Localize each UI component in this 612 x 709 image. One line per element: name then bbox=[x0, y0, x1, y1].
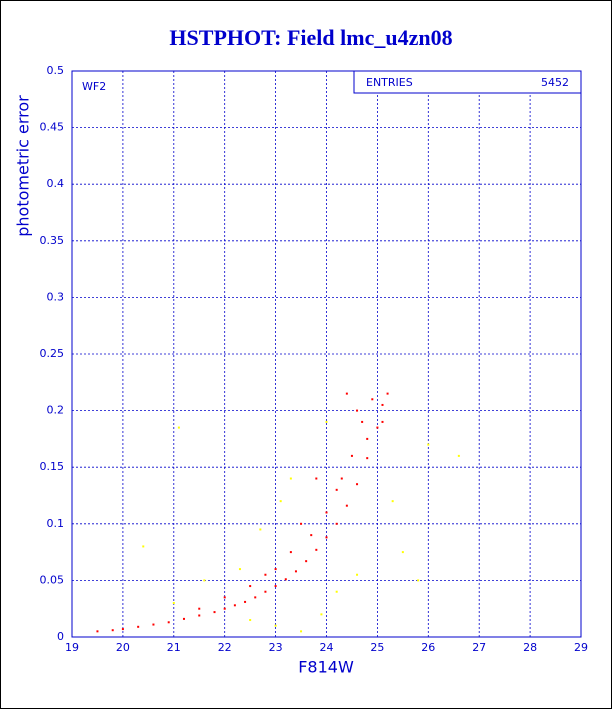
point bbox=[167, 621, 170, 624]
y-tick-label: 0.15 bbox=[40, 460, 65, 473]
point bbox=[249, 619, 252, 622]
point bbox=[335, 590, 338, 593]
point bbox=[259, 528, 262, 531]
point bbox=[315, 477, 318, 480]
stats-box bbox=[353, 70, 582, 94]
y-tick-label: 0.3 bbox=[47, 290, 65, 303]
x-tick-label: 19 bbox=[65, 641, 79, 654]
point bbox=[417, 579, 420, 582]
x-tick-label: 24 bbox=[320, 641, 334, 654]
point bbox=[401, 551, 404, 554]
point bbox=[223, 596, 226, 599]
point bbox=[182, 617, 185, 620]
point bbox=[198, 614, 201, 617]
point bbox=[274, 568, 277, 571]
point bbox=[310, 534, 313, 537]
point bbox=[345, 504, 348, 507]
point bbox=[335, 488, 338, 491]
y-tick-label: 0.05 bbox=[40, 573, 65, 586]
point bbox=[457, 454, 460, 457]
point bbox=[254, 596, 257, 599]
x-tick-label: 21 bbox=[167, 641, 181, 654]
point bbox=[371, 398, 374, 401]
point bbox=[264, 573, 267, 576]
x-tick-label: 25 bbox=[370, 641, 384, 654]
annotation: WF2 bbox=[82, 80, 106, 93]
point bbox=[284, 578, 287, 581]
point bbox=[381, 403, 384, 406]
point bbox=[386, 392, 389, 395]
point bbox=[315, 548, 318, 551]
point bbox=[244, 600, 247, 603]
y-tick-label: 0.1 bbox=[47, 517, 65, 530]
point bbox=[289, 477, 292, 480]
y-tick-label: 0 bbox=[57, 630, 64, 643]
point bbox=[305, 560, 308, 563]
point bbox=[111, 629, 114, 632]
point bbox=[213, 611, 216, 614]
point bbox=[233, 604, 236, 607]
y-axis-label: photometric error bbox=[14, 95, 33, 237]
point bbox=[249, 585, 252, 588]
point bbox=[238, 568, 241, 571]
point bbox=[223, 607, 226, 610]
x-tick-label: 23 bbox=[269, 641, 283, 654]
point bbox=[279, 500, 282, 503]
point bbox=[142, 545, 145, 548]
point bbox=[356, 483, 359, 486]
point bbox=[325, 511, 328, 514]
x-tick-label: 22 bbox=[218, 641, 232, 654]
point bbox=[121, 628, 124, 631]
point bbox=[340, 477, 343, 480]
x-axis-label: F814W bbox=[298, 658, 354, 677]
point bbox=[350, 454, 353, 457]
point bbox=[366, 457, 369, 460]
y-tick-label: 0.5 bbox=[47, 64, 65, 77]
point bbox=[325, 420, 328, 423]
point bbox=[300, 522, 303, 525]
point bbox=[172, 602, 175, 605]
point bbox=[96, 630, 99, 633]
point bbox=[300, 630, 303, 633]
point bbox=[274, 624, 277, 627]
point bbox=[345, 392, 348, 395]
y-tick-label: 0.4 bbox=[47, 177, 65, 190]
point bbox=[203, 579, 206, 582]
chart-title: HSTPHOT: Field lmc_u4zn08 bbox=[169, 25, 452, 50]
y-tick-label: 0.25 bbox=[40, 347, 65, 360]
point bbox=[274, 585, 277, 588]
point bbox=[366, 437, 369, 440]
point bbox=[391, 500, 394, 503]
x-tick-label: 26 bbox=[421, 641, 435, 654]
point bbox=[376, 426, 379, 429]
point bbox=[356, 573, 359, 576]
point bbox=[264, 590, 267, 593]
point bbox=[289, 551, 292, 554]
point bbox=[361, 420, 364, 423]
point bbox=[320, 613, 323, 616]
x-tick-label: 29 bbox=[574, 641, 588, 654]
point bbox=[198, 607, 201, 610]
point bbox=[427, 443, 430, 446]
point bbox=[294, 570, 297, 573]
point bbox=[356, 409, 359, 412]
y-tick-label: 0.45 bbox=[40, 121, 65, 134]
point bbox=[335, 522, 338, 525]
x-tick-label: 20 bbox=[116, 641, 130, 654]
point bbox=[152, 623, 155, 626]
stats-value: 5452 bbox=[541, 76, 569, 89]
y-tick-label: 0.35 bbox=[40, 234, 65, 247]
point bbox=[137, 625, 140, 628]
point bbox=[325, 536, 328, 539]
point bbox=[381, 420, 384, 423]
point bbox=[177, 426, 180, 429]
x-tick-label: 28 bbox=[523, 641, 537, 654]
x-tick-label: 27 bbox=[472, 641, 486, 654]
y-tick-label: 0.2 bbox=[47, 404, 65, 417]
stats-label: ENTRIES bbox=[366, 76, 413, 89]
